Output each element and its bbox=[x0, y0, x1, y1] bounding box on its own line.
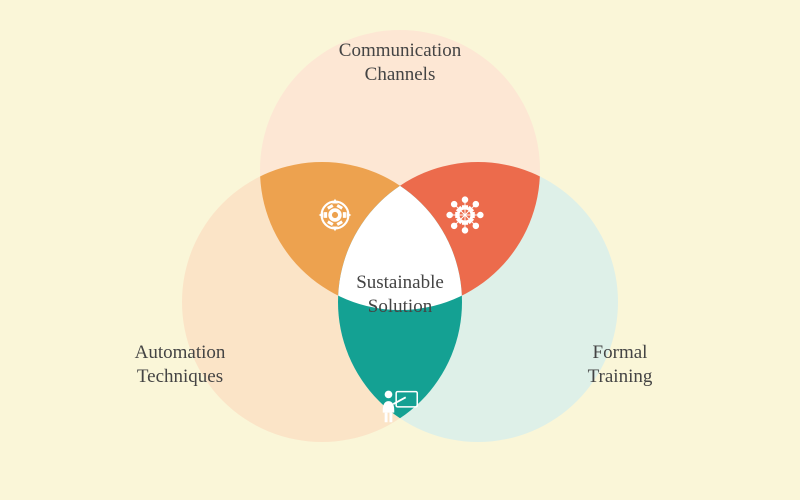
gear-cycle-icon bbox=[312, 192, 358, 238]
label-formal-training: FormalTraining bbox=[500, 341, 740, 389]
label-communication-channels: CommunicationChannels bbox=[280, 39, 520, 87]
network-hub-icon bbox=[442, 192, 488, 238]
presenter-icon bbox=[377, 382, 423, 428]
label-automation-techniques: AutomationTechniques bbox=[60, 341, 300, 389]
label-sustainable-solution: SustainableSolution bbox=[280, 271, 520, 319]
venn-diagram: CommunicationChannels AutomationTechniqu… bbox=[0, 0, 800, 500]
